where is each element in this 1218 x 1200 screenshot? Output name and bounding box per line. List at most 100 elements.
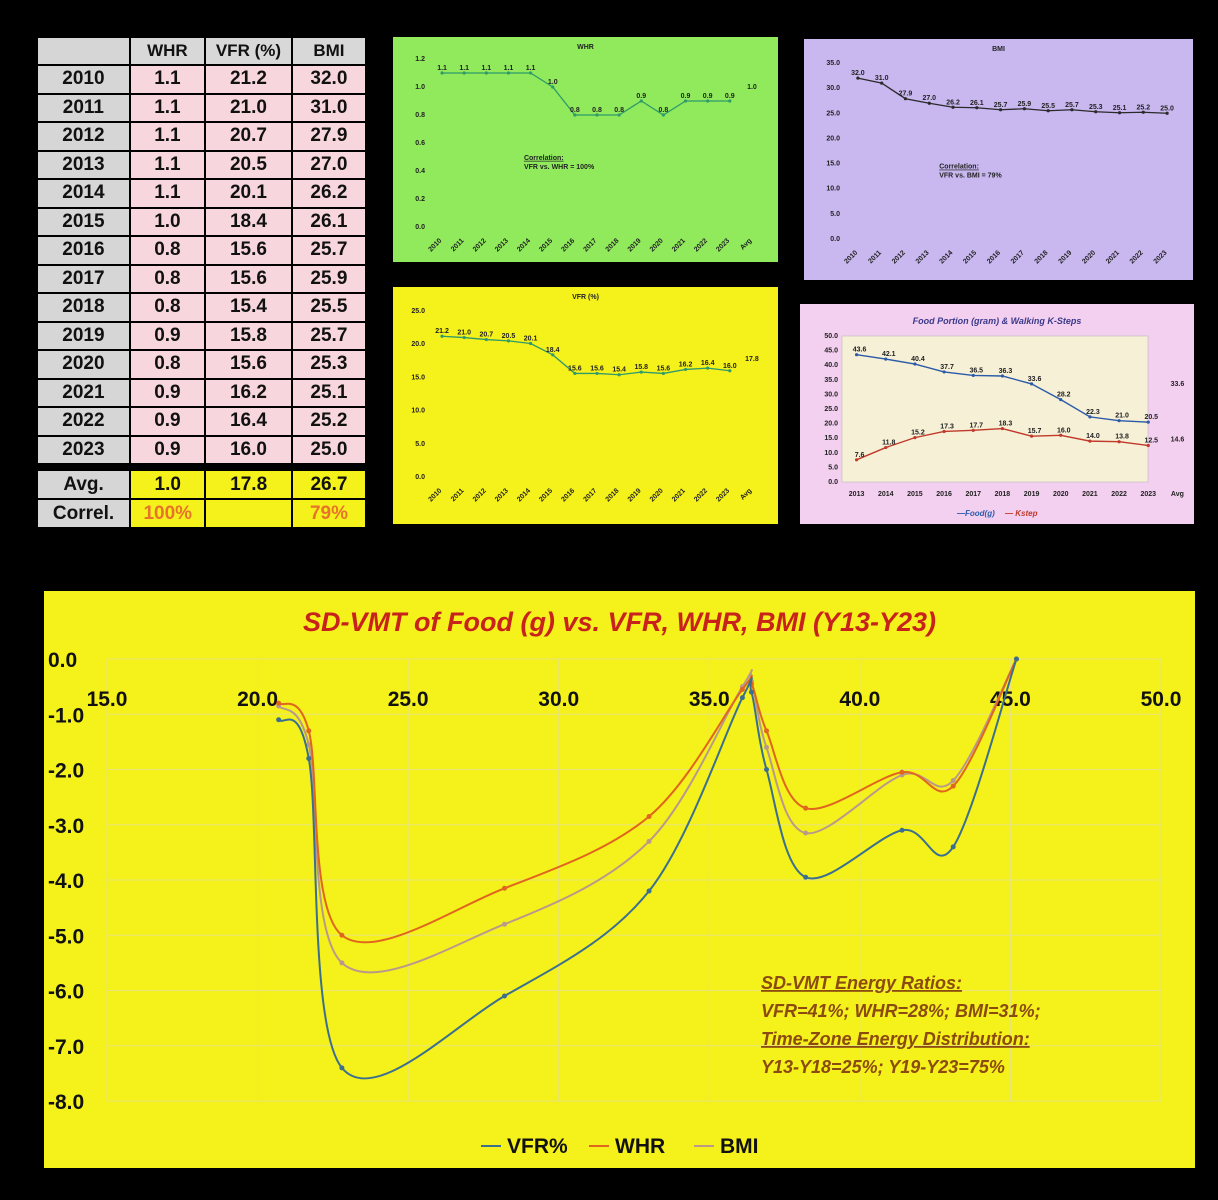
x-tick-label: 20.0 [237, 688, 278, 711]
data-point [899, 827, 905, 833]
data-label: 12.5 [1144, 438, 1158, 445]
data-point [440, 334, 444, 338]
data-label: 0.9 [703, 93, 713, 100]
data-point [913, 362, 917, 366]
value-cell: 20.5 [204, 149, 293, 180]
table-row: 2021 0.9 16.2 25.1 [36, 377, 368, 408]
annotation-line: Time-Zone Energy Distribution: [761, 1029, 1030, 1049]
value-cell: 21.2 [204, 64, 293, 95]
data-label: 0.9 [725, 93, 735, 100]
food-chart: Food Portion (gram) & Walking K-Steps 0.0… [800, 304, 1194, 524]
data-point [748, 689, 754, 695]
correl-vfr [204, 498, 293, 529]
data-label: 1.1 [459, 65, 469, 72]
data-label: 40.4 [911, 356, 925, 363]
data-point [502, 993, 508, 999]
data-label: 25.7 [994, 102, 1008, 109]
data-point [1000, 374, 1005, 378]
data-point [764, 744, 770, 750]
data-point [506, 339, 511, 343]
data-point [950, 783, 956, 789]
data-label: 33.6 [1028, 376, 1042, 383]
data-point [899, 769, 905, 775]
data-label: 20.1 [524, 336, 538, 343]
data-point [854, 353, 859, 357]
data-point [502, 921, 508, 927]
chart-title: BMI [992, 46, 1005, 53]
x-tick-label: 2017 [965, 491, 981, 498]
table-row: 2022 0.9 16.4 25.2 [36, 406, 368, 437]
table-row: 2020 0.8 15.6 25.3 [36, 349, 368, 380]
table-header-cell [36, 36, 131, 66]
data-point [595, 371, 599, 376]
data-point [646, 838, 652, 844]
data-label: 15.6 [657, 365, 671, 372]
data-point [803, 805, 809, 811]
year-cell: 2021 [36, 377, 131, 408]
x-tick-label: 2019 [1024, 491, 1040, 498]
value-cell: 0.8 [128, 263, 207, 294]
data-label: 21.0 [1115, 413, 1129, 420]
value-cell: 1.1 [128, 64, 207, 95]
data-point [339, 932, 345, 938]
data-label: 20.5 [1144, 414, 1158, 421]
data-point [573, 371, 577, 376]
legend-kstep: — Kstep [1004, 509, 1038, 518]
y-tick-label: 0.0 [828, 479, 838, 486]
x-tick-label: 25.0 [388, 688, 429, 711]
y-tick-label: 40.0 [824, 362, 838, 369]
series-line [442, 335, 730, 376]
data-label: 0.9 [681, 93, 691, 100]
data-label: 17.7 [969, 422, 983, 429]
x-tick-label: 15.0 [87, 688, 128, 711]
data-point [739, 686, 745, 692]
value-cell: 1.1 [128, 149, 207, 180]
data-point [484, 337, 488, 342]
value-cell: 21.0 [204, 92, 293, 123]
x-tick-label: 2014 [878, 491, 894, 498]
year-cell: 2014 [36, 178, 131, 209]
avg-bmi: 26.7 [290, 469, 368, 500]
data-label: 15.6 [590, 365, 604, 372]
food-chart-svg: Food Portion (gram) & Walking K-Steps 0.0… [800, 304, 1194, 524]
year-cell: 2018 [36, 292, 131, 323]
data-point [1059, 398, 1063, 402]
data-point [764, 767, 770, 772]
data-label: 28.2 [1057, 392, 1071, 399]
data-label: 13.8 [1115, 434, 1129, 441]
value-cell: 25.7 [290, 235, 368, 266]
value-cell: 15.6 [204, 263, 293, 294]
data-point [1000, 426, 1005, 431]
data-label: 26.1 [970, 100, 984, 107]
data-point [803, 874, 809, 880]
year-cell: 2017 [36, 263, 131, 294]
table-row: 2014 1.1 20.1 26.2 [36, 178, 368, 209]
value-cell: 25.3 [290, 349, 368, 380]
bmi-chart: BMI 0.0 5.0 10.0 15.0 20.0 25.0 30.0 35.0 2010 201… [804, 39, 1193, 280]
data-label: 11.8 [882, 440, 895, 447]
y-tick-label: 0.0 [415, 474, 425, 481]
data-label: 16.4 [701, 360, 715, 367]
table-row: 2017 0.8 15.6 25.9 [36, 263, 368, 294]
legend-label: VFR% [507, 1135, 568, 1158]
y-tick-label: 0.6 [415, 140, 425, 147]
data-point [462, 71, 466, 75]
year-cell: 2019 [36, 320, 131, 351]
data-point [1046, 109, 1050, 113]
value-cell: 0.8 [128, 349, 207, 380]
value-cell: 26.1 [290, 206, 368, 237]
y-tick-label: 20.0 [826, 135, 840, 142]
data-point [884, 445, 888, 450]
data-point [462, 335, 466, 340]
data-label: 25.1 [1113, 105, 1127, 112]
table-row: 2015 1.0 18.4 26.1 [36, 206, 368, 237]
data-label: 27.9 [899, 91, 913, 98]
data-point [913, 436, 917, 440]
data-label: 15.6 [568, 365, 582, 372]
x-tick-label: 2023 [1140, 491, 1156, 498]
avg-label: 17.8 [745, 356, 759, 363]
data-point [803, 830, 809, 836]
data-point [339, 960, 345, 966]
data-point [1117, 440, 1121, 444]
data-point [884, 357, 888, 361]
